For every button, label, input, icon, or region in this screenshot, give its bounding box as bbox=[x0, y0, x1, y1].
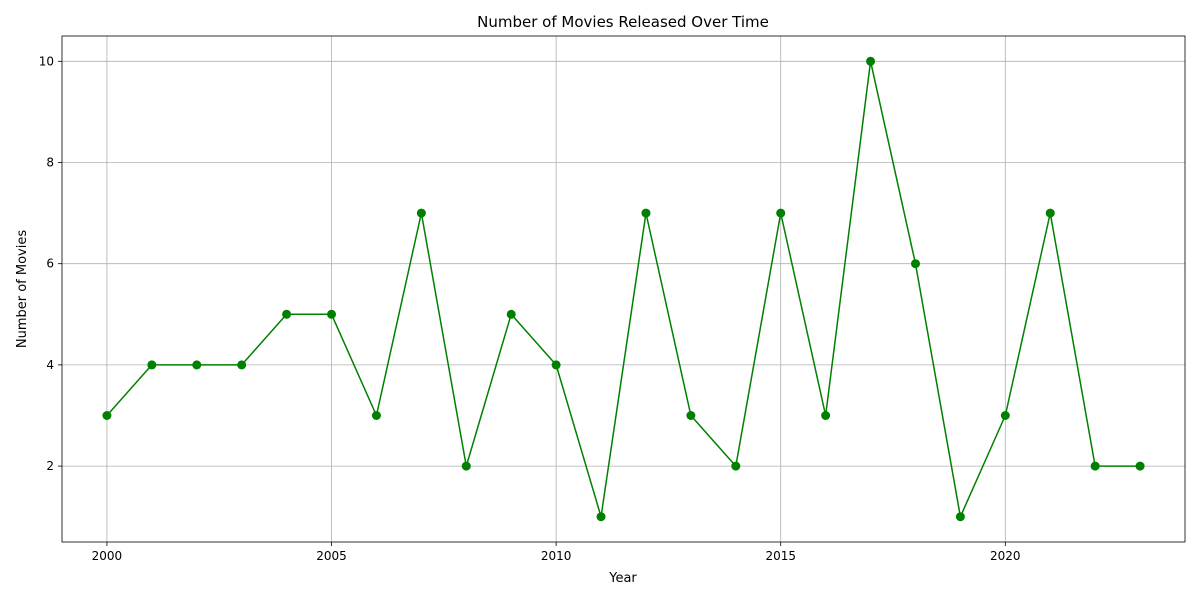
data-point bbox=[282, 309, 292, 319]
x-tick-label: 2010 bbox=[541, 549, 572, 563]
x-tick-label: 2020 bbox=[990, 549, 1021, 563]
y-axis-label: Number of Movies bbox=[15, 230, 30, 348]
data-point bbox=[327, 309, 337, 319]
plot-frame bbox=[61, 35, 1186, 543]
data-point bbox=[1135, 461, 1145, 471]
data-point bbox=[102, 411, 112, 420]
data-point bbox=[551, 360, 561, 370]
x-tick-label: 2015 bbox=[765, 549, 796, 563]
data-point bbox=[731, 461, 741, 471]
x-tick-label: 2005 bbox=[316, 549, 347, 563]
data-point bbox=[641, 208, 651, 218]
data-point bbox=[910, 259, 920, 269]
chart-title: Number of Movies Released Over Time bbox=[477, 13, 769, 31]
y-tick-label: 2 bbox=[46, 459, 54, 473]
y-tick-label: 6 bbox=[46, 257, 54, 271]
data-point bbox=[596, 512, 606, 522]
x-axis-label: Year bbox=[608, 571, 637, 586]
data-point bbox=[866, 56, 876, 66]
data-point bbox=[1090, 461, 1100, 471]
grid-lines bbox=[62, 36, 1185, 542]
y-tick-label: 4 bbox=[46, 358, 54, 372]
data-point bbox=[237, 360, 247, 370]
axes: 2000 2005 2010 2015 2020 2 4 6 8 10 bbox=[39, 35, 1186, 563]
data-point bbox=[147, 360, 157, 370]
data-point bbox=[955, 512, 965, 522]
x-tick-label: 2000 bbox=[92, 549, 123, 563]
y-tick-label: 10 bbox=[39, 54, 54, 68]
series-line bbox=[106, 60, 1141, 518]
data-point bbox=[1045, 208, 1055, 218]
data-point bbox=[686, 411, 696, 420]
data-point bbox=[1000, 411, 1010, 420]
data-point bbox=[371, 411, 381, 420]
data-point bbox=[506, 309, 516, 319]
data-point bbox=[416, 208, 426, 218]
data-point bbox=[461, 461, 471, 471]
data-point bbox=[821, 411, 831, 420]
y-tick-label: 8 bbox=[46, 156, 54, 170]
data-point bbox=[776, 208, 786, 218]
series-layer bbox=[102, 56, 1145, 522]
data-point bbox=[192, 360, 202, 370]
